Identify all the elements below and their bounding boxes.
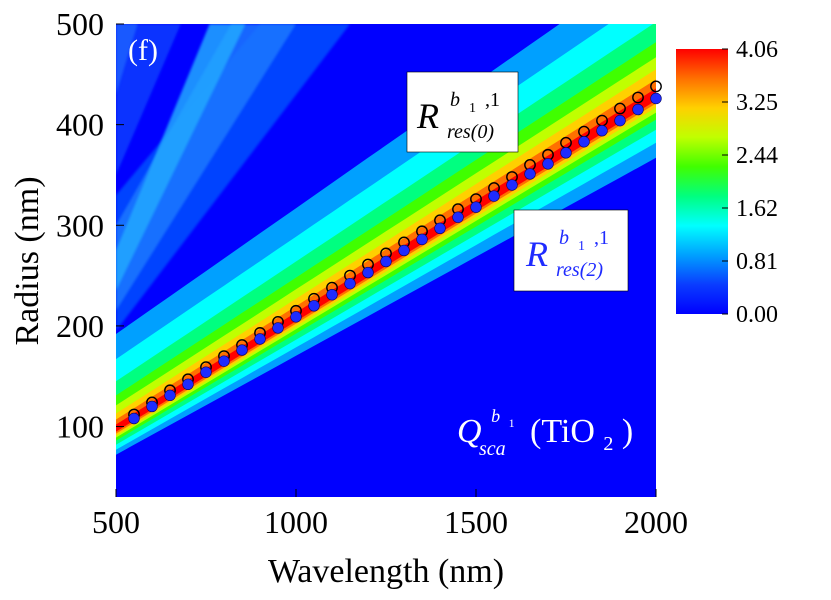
series-res2-point bbox=[236, 344, 248, 356]
series-res2-point bbox=[560, 147, 572, 159]
series-res0-point bbox=[614, 102, 626, 115]
y-tick-label: 200 bbox=[56, 308, 104, 344]
x-tick-label: 1000 bbox=[264, 504, 328, 540]
series-res2-point bbox=[470, 201, 482, 213]
series-res2-point bbox=[380, 255, 392, 268]
series-res2-point bbox=[254, 333, 266, 345]
colorbar-tick-label: 0.00 bbox=[736, 302, 778, 328]
series-res0-point bbox=[632, 91, 644, 104]
series-res2-point bbox=[614, 114, 626, 127]
colorbar-tick-label: 3.25 bbox=[736, 90, 778, 116]
series-res2-point bbox=[488, 190, 500, 202]
mode-lobe bbox=[116, 24, 296, 311]
mode-lobe bbox=[116, 24, 246, 291]
series-res2-point bbox=[272, 322, 284, 334]
series-res2-point bbox=[362, 266, 374, 279]
series-res2-point bbox=[326, 289, 338, 301]
series-res2-point bbox=[596, 124, 608, 137]
y-axis-ticks: 100 200 300 400 500 bbox=[56, 6, 124, 445]
annotation-res2-sup: b bbox=[559, 227, 569, 249]
annotation-res0-base: R bbox=[416, 96, 439, 136]
series-res2-point bbox=[128, 412, 140, 425]
colorbar-tick-label: 1.62 bbox=[736, 196, 778, 222]
annotation-qsca-sub: sca bbox=[479, 438, 506, 460]
y-tick-label: 100 bbox=[56, 409, 104, 445]
annotation-qsca-material-sub: 2 bbox=[603, 433, 613, 455]
panel-label: (f) bbox=[128, 34, 158, 67]
annotation-qsca-sup: b bbox=[491, 406, 500, 426]
series-res0-point bbox=[650, 80, 662, 93]
series-res2-point bbox=[542, 158, 554, 170]
x-tick-label: 1500 bbox=[444, 504, 508, 540]
x-axis-label: Wavelength (nm) bbox=[268, 553, 504, 590]
annotation-res0: R b 1 ,1 res(0) bbox=[406, 71, 519, 153]
mode-lobe bbox=[116, 24, 181, 175]
series-res2-point bbox=[506, 179, 518, 191]
series-res2-point bbox=[524, 168, 536, 180]
series-res2-point bbox=[434, 222, 446, 234]
y-tick-label: 300 bbox=[56, 207, 104, 243]
x-axis-ticks: 500 1000 1500 2000 bbox=[92, 489, 688, 540]
annotation-res0-box bbox=[406, 71, 519, 153]
series-res2-point bbox=[398, 244, 410, 257]
annotation-qsca-base: Q bbox=[457, 413, 482, 450]
series-res2-point bbox=[200, 366, 212, 378]
annotation-res0-sub: res(0) bbox=[447, 121, 494, 143]
mode-lobe bbox=[116, 24, 350, 331]
annotation-qsca-material: (TiO bbox=[530, 413, 595, 450]
series-res2-point bbox=[578, 136, 590, 148]
annotation-qsca-material-close: ) bbox=[622, 413, 633, 450]
x-tick-label: 2000 bbox=[624, 504, 688, 540]
series-res2-point bbox=[164, 389, 176, 402]
mode-lobe bbox=[116, 24, 138, 95]
annotation-res0-sup: b bbox=[450, 89, 460, 111]
series-res2-point bbox=[344, 277, 356, 290]
y-axis-label: Radius (nm) bbox=[9, 176, 46, 345]
series-res2-point bbox=[650, 92, 662, 105]
series-res2-point bbox=[218, 355, 230, 367]
series-res2-markers bbox=[128, 92, 662, 425]
x-tick-label: 500 bbox=[92, 504, 140, 540]
upper-lobes bbox=[116, 24, 350, 331]
annotation-res2-sup-tail: ,1 bbox=[594, 227, 609, 249]
series-res2-point bbox=[452, 211, 464, 223]
colorbar-tick-label: 4.06 bbox=[736, 37, 778, 63]
annotation-qsca: Q b 1 sca (TiO 2 ) bbox=[457, 393, 633, 463]
annotation-res0-sup-tail: ,1 bbox=[485, 89, 500, 111]
series-res2-point bbox=[146, 400, 158, 413]
series-res2-point bbox=[632, 103, 644, 116]
y-tick-label: 500 bbox=[56, 6, 104, 42]
annotation-res2-sub: res(2) bbox=[556, 259, 603, 281]
annotation-res0-text: R b 1 ,1 res(0) bbox=[416, 74, 509, 143]
colorbar-tick-label: 0.81 bbox=[736, 249, 778, 275]
colorbar: 4.06 3.25 2.44 1.62 0.81 0.00 bbox=[676, 37, 778, 328]
annotation-res2: R b 1 ,1 res(2) bbox=[513, 209, 629, 292]
annotation-res2-box bbox=[513, 209, 629, 292]
annotation-qsca-sup-sub: 1 bbox=[509, 416, 515, 430]
annotation-res2-sup-sub: 1 bbox=[578, 239, 585, 254]
annotation-res2-text: R b 1 ,1 res(2) bbox=[525, 212, 618, 281]
colorbar-gradient bbox=[676, 49, 728, 314]
annotation-res2-base: R bbox=[525, 234, 548, 274]
series-res2-point bbox=[308, 300, 320, 312]
series-res2-point bbox=[416, 233, 428, 246]
annotation-res0-sup-sub: 1 bbox=[469, 101, 476, 116]
colorbar-ticks: 4.06 3.25 2.44 1.62 0.81 0.00 bbox=[722, 37, 778, 328]
series-res2-point bbox=[182, 378, 194, 390]
y-tick-label: 400 bbox=[56, 107, 104, 143]
series-res2-point bbox=[290, 311, 302, 323]
colorbar-tick-label: 2.44 bbox=[736, 143, 778, 169]
